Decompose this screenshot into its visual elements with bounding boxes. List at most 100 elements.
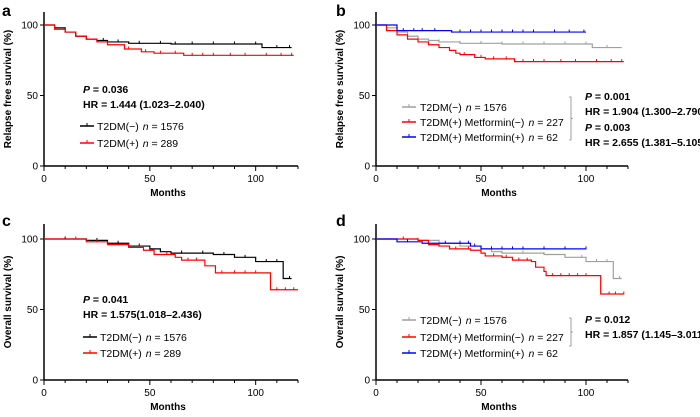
hr-symbol: HR xyxy=(585,137,601,149)
legend-entry: T2DM(+) Metformin(−) n = 227 xyxy=(420,117,564,129)
panel-a: a 0 50 100 0 50 100 Months Relapse free survival… xyxy=(2,3,299,199)
legend-label: T2DM(−) xyxy=(420,102,462,114)
y-tick-label: 50 xyxy=(359,305,371,316)
survival-curve-3 xyxy=(376,238,586,250)
p-equals: = xyxy=(90,294,102,306)
legend-n-value: 289 xyxy=(164,348,182,360)
legend-entry: T2DM(+) n = 289 xyxy=(100,348,181,360)
y-tick-label: 0 xyxy=(32,376,38,387)
p-number: 0.003 xyxy=(604,122,630,134)
hr-equals: = xyxy=(98,309,110,321)
legend-entry: T2DM(+) n = 289 xyxy=(97,138,178,150)
x-axis-label: Months xyxy=(150,188,186,199)
panel-label: d xyxy=(336,213,346,230)
x-tick-label: 50 xyxy=(144,388,156,399)
legend-entry: T2DM(−) n = 1576 xyxy=(100,332,187,344)
hazard-ratio: HR = 2.655 (1.381–5.105) xyxy=(585,137,700,149)
y-tick-label: 100 xyxy=(353,235,370,246)
legend-n-value: 227 xyxy=(546,117,564,129)
legend-entry: T2DM(−) n = 1576 xyxy=(97,121,184,133)
x-tick-label: 50 xyxy=(475,388,487,399)
legend-n-value: 227 xyxy=(546,332,564,344)
x-tick-label: 100 xyxy=(578,174,595,185)
comparison-bracket xyxy=(569,96,573,141)
survival-curve-3 xyxy=(376,24,586,33)
hr-number: 1.575(1.018–2.436) xyxy=(110,309,202,321)
survival-curve-2 xyxy=(376,238,624,295)
p-equals: = xyxy=(592,91,604,103)
x-tick-label: 100 xyxy=(247,388,264,399)
legend-n-symbol: n xyxy=(146,332,152,344)
hr-equals: = xyxy=(600,329,612,341)
p-symbol: P xyxy=(585,122,593,134)
hr-number: 1.904 (1.300–2.790) xyxy=(612,106,700,118)
x-axis-label: Months xyxy=(481,188,517,199)
y-tick-label: 100 xyxy=(353,21,370,32)
survival-curve-1 xyxy=(376,238,622,280)
legend-n-symbol: n xyxy=(528,332,534,344)
p-equals: = xyxy=(592,122,604,134)
x-tick-label: 0 xyxy=(41,174,47,185)
x-axis-label: Months xyxy=(150,402,186,413)
p-value: P = 0.041 xyxy=(83,294,128,306)
panel-c: c 0 50 100 0 50 100 Months Overall survival (%) T… xyxy=(2,213,299,413)
p-symbol: P xyxy=(83,294,91,306)
hr-symbol: HR xyxy=(83,99,99,111)
survival-curve-2 xyxy=(376,24,624,63)
p-value: P = 0.012 xyxy=(585,314,630,326)
legend-n-symbol: n xyxy=(143,138,149,150)
legend-equals: = xyxy=(472,315,484,327)
y-axis-label: Overall survival (%) xyxy=(3,256,14,349)
legend-n-symbol: n xyxy=(143,121,149,133)
x-tick-label: 50 xyxy=(475,174,487,185)
survival-curve-1 xyxy=(376,24,622,49)
legend-n-value: 289 xyxy=(161,138,179,150)
legend-entry: T2DM(+) Metformin(+) n = 62 xyxy=(420,132,558,144)
hr-symbol: HR xyxy=(585,329,601,341)
x-tick-label: 100 xyxy=(247,174,264,185)
survival-curve-2 xyxy=(44,238,298,291)
p-number: 0.012 xyxy=(604,314,630,326)
legend-n-symbol: n xyxy=(466,102,472,114)
legend-label: T2DM(+) xyxy=(97,138,139,150)
x-tick-label: 0 xyxy=(41,388,47,399)
y-tick-label: 0 xyxy=(364,162,370,173)
hazard-ratio: HR = 1.857 (1.145–3.011) xyxy=(585,329,700,341)
legend-label: T2DM(−) xyxy=(97,121,139,133)
legend-n-value: 1576 xyxy=(164,332,188,344)
p-symbol: P xyxy=(585,314,593,326)
legend-equals: = xyxy=(149,138,161,150)
hr-number: 2.655 (1.381–5.105) xyxy=(612,137,700,149)
legend-equals: = xyxy=(152,332,164,344)
hr-equals: = xyxy=(98,99,110,111)
y-tick-label: 100 xyxy=(21,235,38,246)
legend-n-symbol: n xyxy=(528,348,534,360)
legend-label: T2DM(−) xyxy=(100,332,142,344)
panel-label: b xyxy=(336,3,346,20)
comparison-bracket xyxy=(569,317,573,347)
x-tick-label: 100 xyxy=(578,388,595,399)
x-tick-label: 50 xyxy=(144,174,156,185)
p-symbol: P xyxy=(585,91,593,103)
panel-label: c xyxy=(2,213,11,230)
hr-symbol: HR xyxy=(585,106,601,118)
y-axis-label: Relapse free survival (%) xyxy=(3,30,14,148)
legend-entry: T2DM(−) n = 1576 xyxy=(420,315,507,327)
p-number: 0.036 xyxy=(102,84,128,96)
legend-label: T2DM(+) Metformin(−) xyxy=(420,117,524,129)
survival-curve-2 xyxy=(44,24,294,56)
legend-n-symbol: n xyxy=(528,132,534,144)
y-tick-label: 0 xyxy=(32,162,38,173)
panel-d: d 0 50 100 0 50 100 Months Overall survival (%) T… xyxy=(335,213,700,413)
p-value: P = 0.001 xyxy=(585,91,630,103)
legend-equals: = xyxy=(534,348,546,360)
legend-label: T2DM(+) Metformin(+) xyxy=(420,348,524,360)
y-tick-label: 0 xyxy=(364,376,370,387)
hazard-ratio: HR = 1.904 (1.300–2.790) xyxy=(585,106,700,118)
p-equals: = xyxy=(90,84,102,96)
p-equals: = xyxy=(592,314,604,326)
hr-symbol: HR xyxy=(83,309,99,321)
y-tick-label: 100 xyxy=(21,21,38,32)
hr-number: 1.444 (1.023–2.040) xyxy=(110,99,205,111)
